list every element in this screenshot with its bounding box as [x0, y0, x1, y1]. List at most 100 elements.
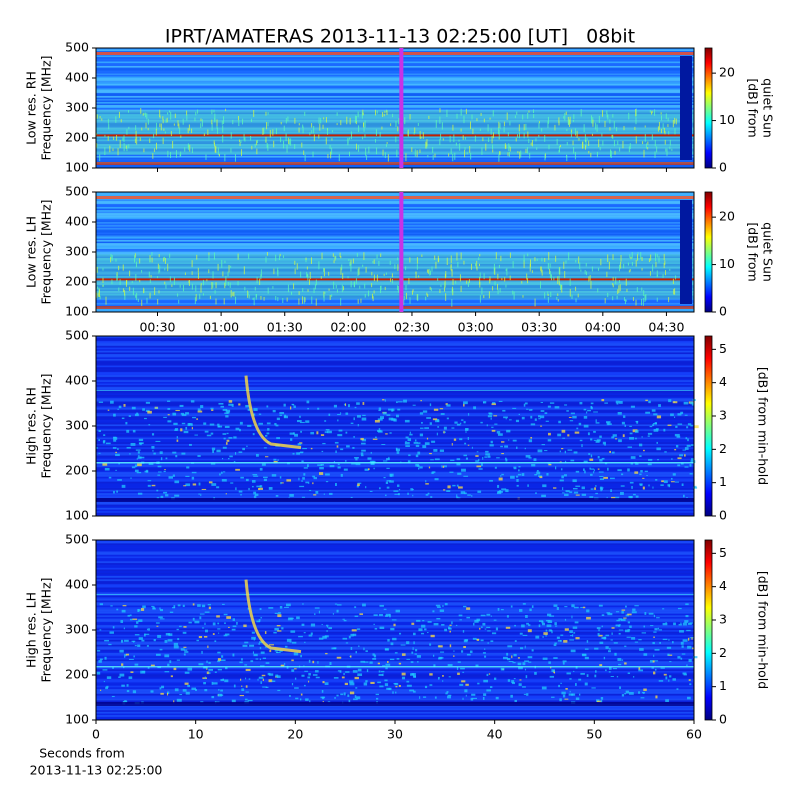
spectrogram-speck [365, 650, 368, 653]
spectrogram-speck [319, 467, 324, 470]
spectrogram-speck [645, 294, 647, 301]
spectrogram-speck [123, 404, 126, 407]
spectrogram-row [96, 342, 694, 345]
spectrogram-speck [274, 423, 277, 426]
spectrogram-speck [373, 290, 375, 294]
spectrogram-speck [642, 477, 645, 479]
spectrogram-speck [641, 298, 643, 306]
spectrogram-speck [590, 473, 593, 476]
spectrogram-speck [486, 673, 489, 677]
spectrogram-row [96, 249, 694, 251]
spectrogram-row [96, 675, 694, 678]
spectrogram-speck [314, 613, 316, 616]
spectrogram-row [96, 226, 694, 229]
spectrogram-speck [550, 274, 552, 281]
spectrogram-speck [509, 121, 511, 126]
spectrogram-speck [151, 257, 153, 263]
spectrogram-speck [687, 696, 691, 700]
spectrogram-speck [435, 261, 437, 269]
spectrogram-speck [619, 280, 621, 284]
spectrogram-row [96, 370, 694, 373]
spectrogram-speck [275, 651, 281, 654]
spectrogram-row [96, 579, 694, 582]
spectrogram-speck [142, 408, 145, 411]
spectrogram-speck [439, 449, 445, 452]
spectrogram-speck [258, 676, 264, 679]
y-tick-label: 200 [65, 274, 89, 289]
spectrogram-speck [235, 296, 237, 304]
spectrogram-speck [506, 615, 509, 618]
spectrogram-row [96, 602, 694, 605]
x-tick-label: 0 [92, 727, 100, 742]
spectrogram-speck [549, 615, 555, 617]
spectrogram-speck [306, 464, 309, 468]
spectrogram-row [96, 628, 694, 631]
spectrogram-speck [345, 412, 349, 415]
spectrogram-speck [385, 615, 389, 617]
spectrogram-speck [439, 408, 444, 410]
spectrogram-speck [197, 408, 201, 411]
spectrogram-speck [464, 492, 467, 495]
spectrogram-speck [96, 266, 98, 273]
spectrogram-speck [175, 150, 177, 158]
spectrogram-speck [245, 668, 251, 672]
spectrogram-speck [111, 254, 113, 261]
spectrogram-speck [295, 697, 299, 700]
spectrogram-speck [410, 661, 414, 663]
spectrogram-speck [662, 638, 668, 641]
spectrogram-speck [320, 434, 325, 436]
spectrogram-speck [197, 455, 201, 457]
spectrogram-speck [310, 623, 316, 627]
time-marker [399, 48, 404, 168]
spectrogram-speck [260, 296, 262, 300]
spectrogram-speck [322, 681, 325, 684]
spectrogram-row [96, 480, 694, 482]
spectrogram-speck [350, 496, 353, 499]
spectrogram-speck [301, 480, 304, 482]
spectrogram-speck [653, 671, 656, 675]
spectrogram-speck [577, 293, 579, 298]
spectrogram-speck [573, 114, 575, 120]
spectrogram-speck [288, 137, 290, 145]
spectrogram-speck [493, 415, 498, 417]
y-tick-label: 400 [65, 577, 89, 592]
spectrogram-row [96, 452, 694, 455]
spectrogram-speck [350, 281, 352, 288]
spectrogram-row [96, 280, 694, 283]
colorbar-tick-label: 2 [719, 441, 727, 456]
spectrogram-speck [349, 137, 351, 140]
spectrogram-speck [663, 673, 667, 676]
spectrogram-speck [264, 631, 267, 634]
spectrogram-speck [538, 620, 544, 622]
spectrogram-speck [486, 689, 492, 692]
spectrogram-speck [308, 634, 313, 637]
spectrogram-speck [595, 699, 600, 702]
spectrogram-row [96, 75, 694, 77]
spectrogram-speck [687, 423, 692, 426]
spectrogram-speck [609, 477, 615, 480]
spectrogram-speck [528, 138, 530, 144]
spectrogram-speck [216, 486, 220, 489]
spectrogram-speck [124, 656, 126, 658]
spectrogram-speck [476, 266, 478, 271]
spectrogram-speck [674, 481, 679, 483]
spectrogram-speck [383, 113, 385, 117]
spectrogram-speck [129, 286, 131, 291]
spectrogram-speck [415, 439, 417, 442]
spectrogram-speck [137, 451, 140, 454]
spectrogram-speck [431, 440, 436, 443]
spectrogram-speck [364, 293, 366, 298]
spectrogram-speck [467, 281, 469, 287]
spectrogram-speck [358, 125, 360, 133]
spectrogram-speck [436, 419, 439, 422]
spectrogram-row [96, 150, 694, 152]
spectrogram-speck [222, 433, 227, 435]
spectrogram-speck [258, 422, 263, 425]
spectrogram-speck [213, 109, 215, 113]
spectrogram-speck [244, 286, 246, 291]
spectrogram-speck [420, 427, 424, 429]
spectrogram-speck [385, 272, 387, 275]
spectrogram-speck [332, 613, 334, 615]
spectrogram-speck [618, 663, 622, 666]
x-tick-label: 03:00 [458, 320, 494, 335]
